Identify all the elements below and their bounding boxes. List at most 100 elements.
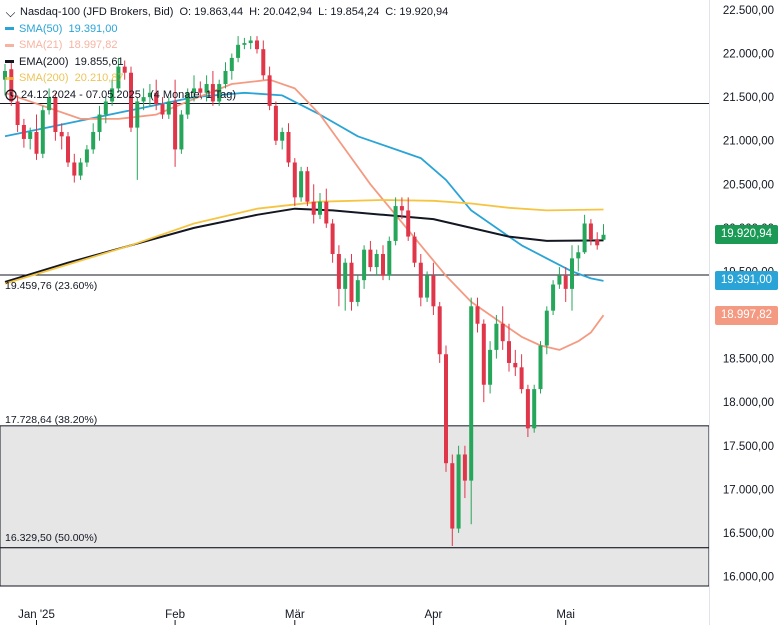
- candle: [412, 232, 417, 268]
- time-tick-label: Apr: [424, 609, 442, 621]
- line-swatch-icon: [5, 76, 14, 80]
- price-tick-label: 22.500,00: [723, 5, 774, 17]
- candle-body: [588, 223, 593, 240]
- candle-body: [494, 323, 499, 350]
- candle: [519, 354, 524, 394]
- candle: [166, 97, 171, 119]
- candle-body: [349, 262, 354, 302]
- candle: [444, 345, 448, 472]
- candle-body: [381, 254, 385, 276]
- legend-sma50[interactable]: SMA(50) 19.391,00: [5, 21, 448, 38]
- candle-body: [204, 84, 209, 93]
- line-ema200: [4, 207, 604, 283]
- time-tick-label: Mai: [556, 609, 575, 621]
- candle: [494, 315, 499, 359]
- candle-body: [318, 201, 322, 215]
- price-tick-label: 18.500,00: [723, 354, 774, 366]
- candle: [147, 84, 152, 106]
- candle-body: [336, 254, 341, 289]
- candle-body: [166, 101, 171, 115]
- candle: [387, 236, 392, 281]
- candle: [500, 306, 505, 350]
- line-swatch-icon: [5, 27, 14, 31]
- candle: [576, 245, 581, 272]
- candle-body: [28, 131, 33, 139]
- candle: [544, 306, 549, 355]
- high-value: 20.042,94: [263, 6, 313, 18]
- sma50-price-tag: 19.391,00: [715, 271, 778, 291]
- legend-range: 24.12.2024 - 07.05.2025 (4 Monate, 1 Tag…: [5, 87, 448, 104]
- candle-body: [374, 254, 379, 268]
- candle-body: [103, 101, 108, 115]
- candle: [210, 70, 215, 106]
- candle-body: [532, 389, 537, 429]
- candle-body: [78, 162, 83, 176]
- legend-sma200[interactable]: SMA(200) 20.210,87: [5, 70, 448, 87]
- legend-ema200[interactable]: EMA(200) 19.855,61: [5, 54, 448, 71]
- candle: [355, 275, 360, 307]
- candle: [557, 267, 562, 289]
- candle: [242, 37, 247, 50]
- indicator-name: EMA(200): [19, 55, 69, 68]
- time-tick-label: Jan '25: [18, 609, 55, 621]
- candle-body: [9, 69, 14, 102]
- candle: [475, 297, 480, 333]
- candle-body: [544, 310, 549, 346]
- indicator-value: 19.855,61: [74, 55, 124, 68]
- candle: [229, 53, 234, 80]
- open-value: 19.863,44: [194, 6, 244, 18]
- candle-body: [198, 88, 203, 93]
- candle-body: [431, 275, 436, 307]
- candle-body: [280, 131, 285, 141]
- clock-icon: [5, 89, 17, 101]
- line-swatch-icon: [5, 60, 14, 64]
- candle: [280, 127, 285, 150]
- price-tick-label: 18.000,00: [723, 397, 774, 409]
- collapse-icon[interactable]: [5, 7, 16, 17]
- candle: [507, 323, 511, 372]
- candle: [582, 214, 587, 255]
- line-sma21: [4, 78, 605, 351]
- candle: [431, 262, 436, 316]
- price-tick-label: 20.500,00: [723, 179, 774, 191]
- candle-body: [311, 201, 316, 215]
- candle: [255, 36, 259, 54]
- candle-body: [425, 275, 430, 298]
- candle-body: [557, 275, 562, 285]
- candle-body: [469, 306, 474, 481]
- candle-body: [462, 454, 467, 481]
- candle: [53, 92, 58, 141]
- sma21-price-tag: 18.997,82: [715, 305, 778, 325]
- candle: [204, 75, 209, 102]
- fib-zone-500-618: [0, 547, 710, 587]
- candle-body: [406, 210, 411, 237]
- candle-body: [563, 275, 568, 289]
- candle-body: [355, 280, 360, 302]
- candle: [601, 224, 606, 241]
- candle-body: [305, 171, 310, 202]
- candle: [418, 254, 423, 307]
- indicator-value: 19.391,00: [68, 22, 118, 35]
- candle: [66, 131, 70, 167]
- candle-body: [368, 249, 373, 268]
- open-label: O:: [179, 6, 192, 18]
- candle: [267, 66, 272, 111]
- candle: [488, 341, 493, 394]
- candle-body: [513, 362, 518, 368]
- candle: [110, 79, 115, 106]
- legend-sma21[interactable]: SMA(21) 18.997,82: [5, 37, 448, 54]
- candle: [374, 249, 379, 276]
- candle-body: [273, 105, 278, 141]
- low-value: 19.854,24: [330, 6, 380, 18]
- candle-body: [248, 40, 253, 44]
- chart-legend: Nasdaq-100 (JFD Brokers, Bid) O: 19.863,…: [5, 4, 448, 103]
- candle: [59, 123, 64, 150]
- price-tick-label: 21.500,00: [723, 92, 774, 104]
- candle-body: [179, 114, 184, 150]
- candle-body: [418, 262, 423, 298]
- candle: [425, 271, 430, 302]
- candle-body: [450, 463, 455, 529]
- indicator-name: SMA(200): [19, 72, 69, 84]
- price-tick-label: 16.500,00: [723, 528, 774, 540]
